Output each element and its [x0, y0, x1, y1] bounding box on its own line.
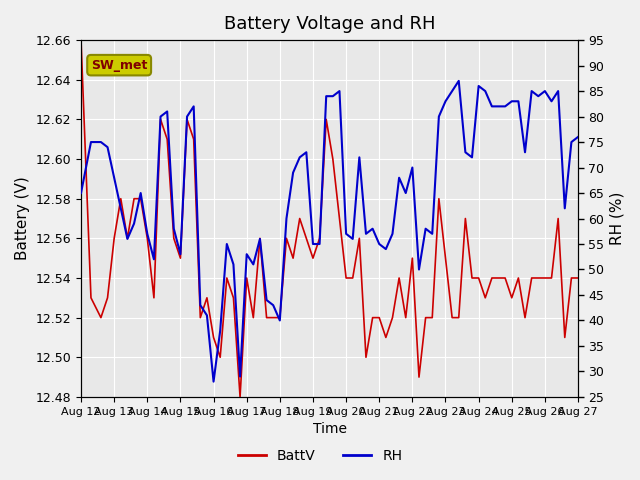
Y-axis label: RH (%): RH (%)	[610, 192, 625, 245]
X-axis label: Time: Time	[312, 422, 346, 436]
Text: SW_met: SW_met	[91, 59, 147, 72]
Title: Battery Voltage and RH: Battery Voltage and RH	[224, 15, 435, 33]
Y-axis label: Battery (V): Battery (V)	[15, 177, 30, 260]
Legend: BattV, RH: BattV, RH	[232, 443, 408, 468]
